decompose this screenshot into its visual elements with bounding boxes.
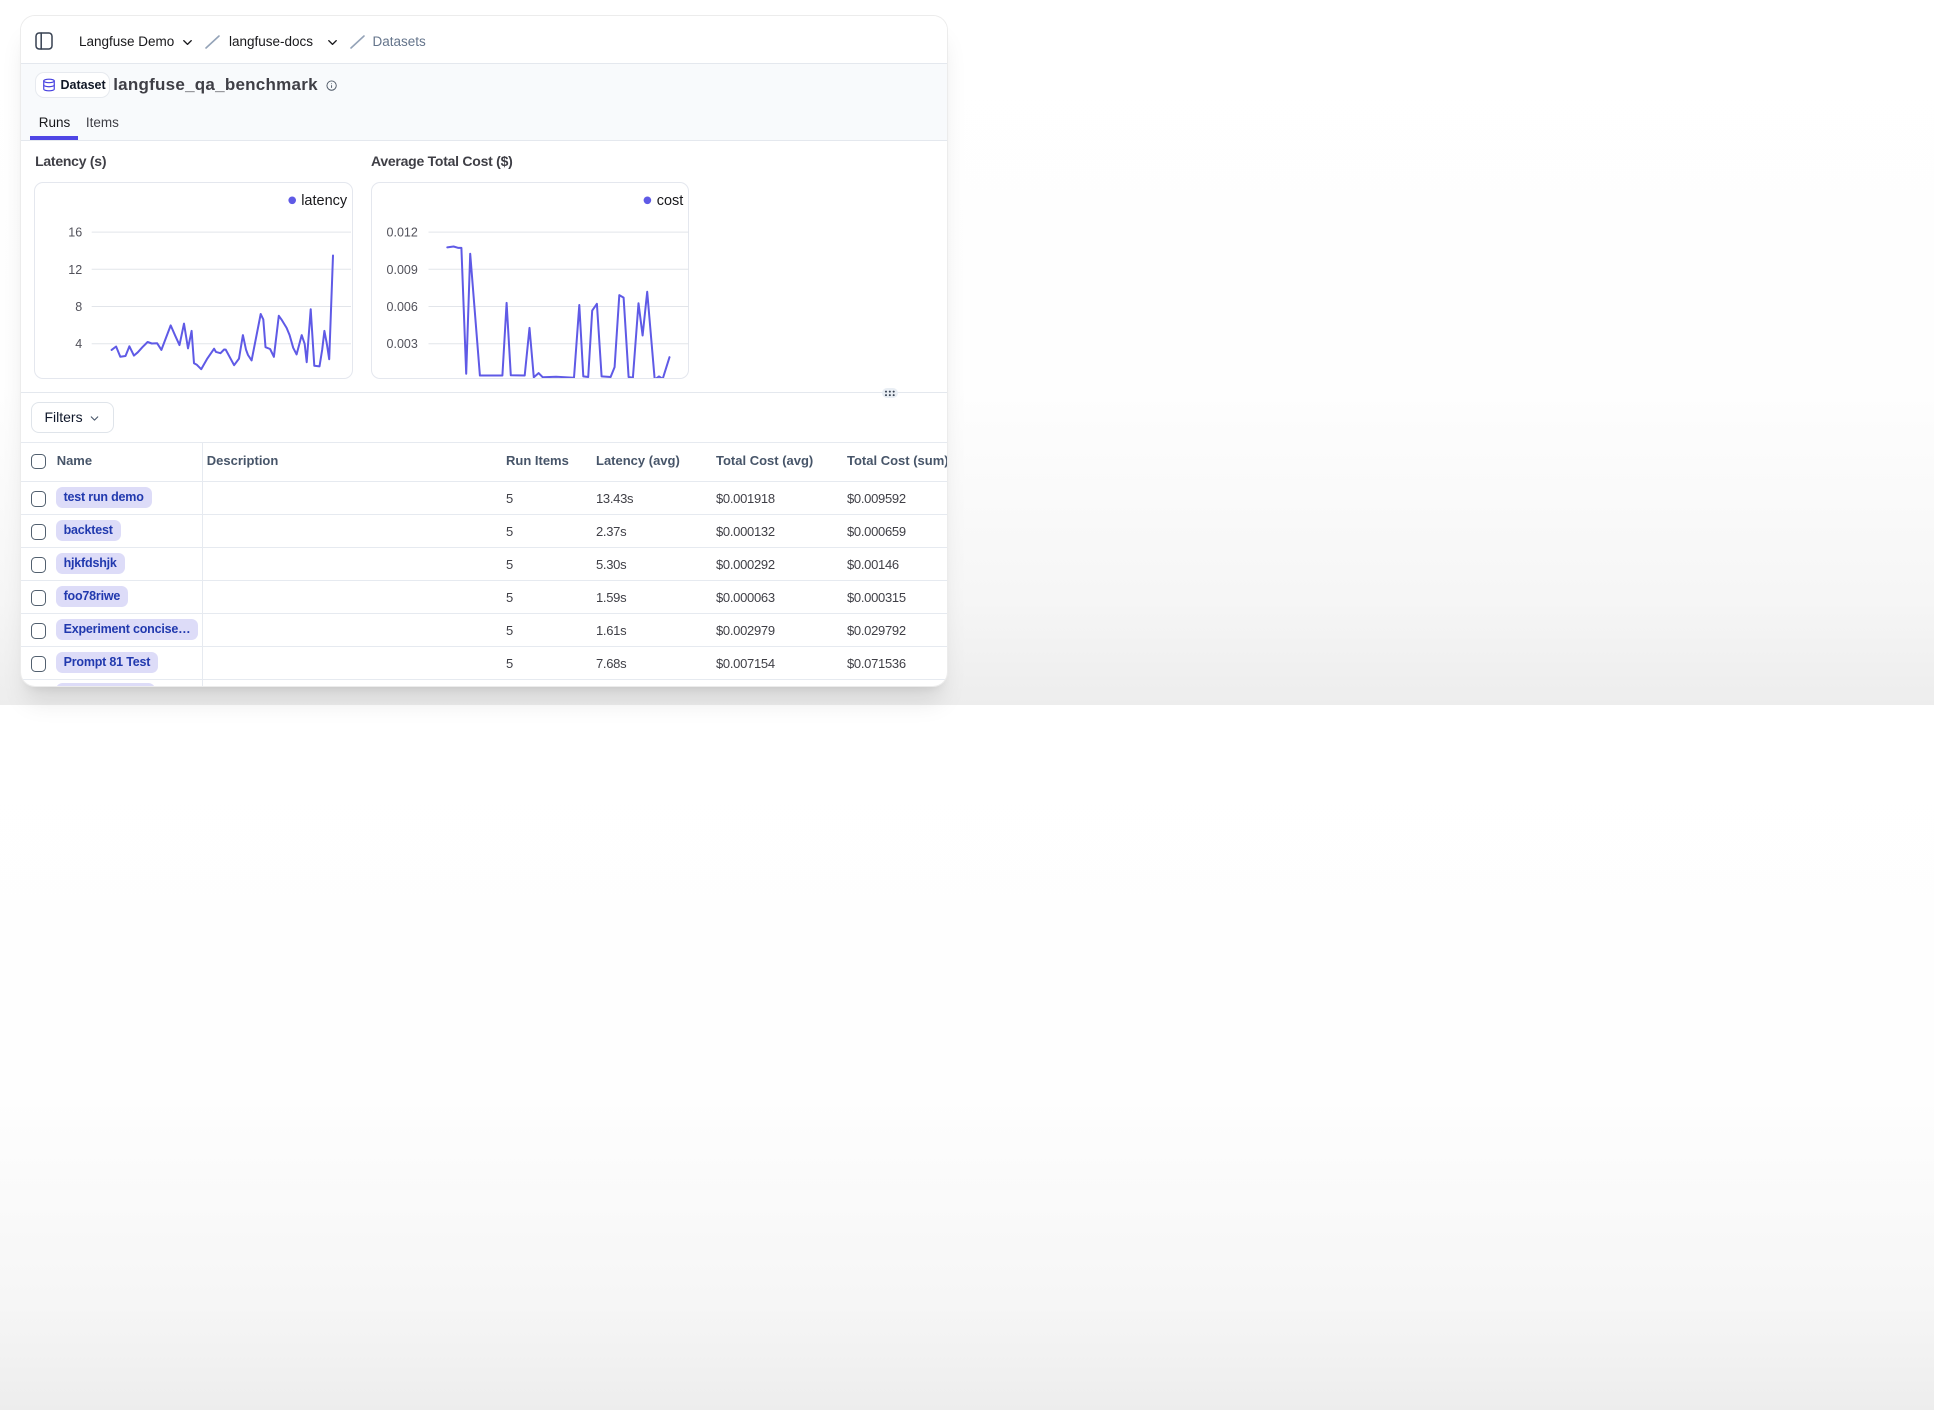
svg-text:4: 4 (76, 337, 83, 351)
svg-text:8: 8 (76, 300, 83, 314)
svg-text:16: 16 (69, 225, 83, 239)
svg-text:0.006: 0.006 (387, 300, 418, 314)
svg-text:0.009: 0.009 (387, 262, 418, 276)
svg-text:latency: latency (301, 193, 348, 209)
svg-text:0.012: 0.012 (387, 225, 418, 239)
svg-text:0.003: 0.003 (387, 337, 418, 351)
svg-text:cost: cost (657, 193, 684, 209)
svg-text:12: 12 (69, 262, 83, 276)
